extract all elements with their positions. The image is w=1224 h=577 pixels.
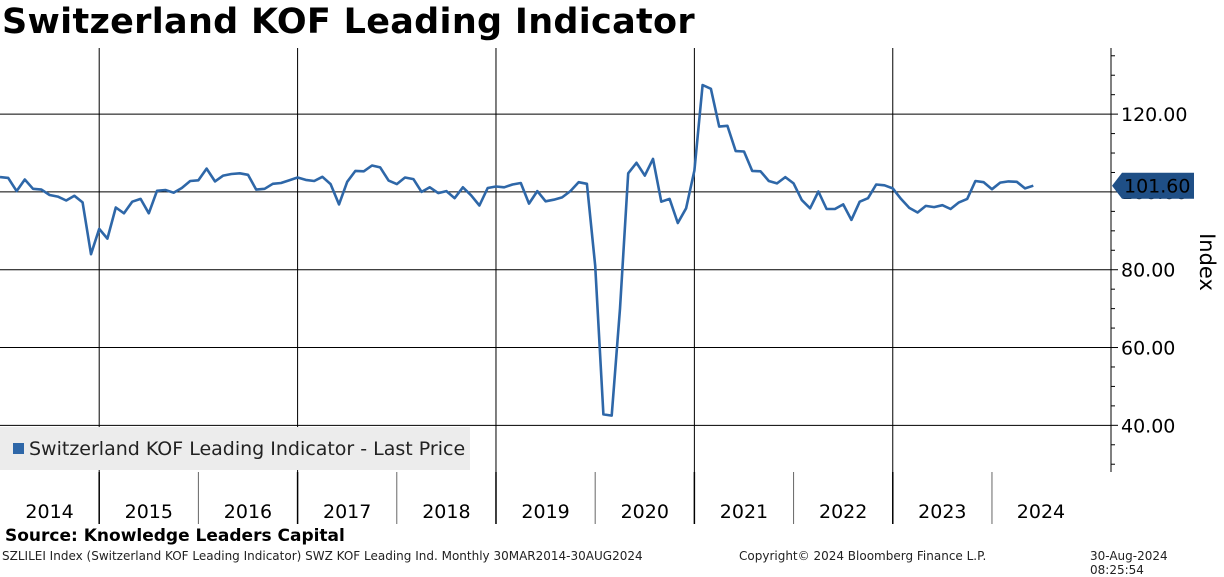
x-tick-label: 2020: [621, 501, 669, 523]
vertical-gridlines: [98, 48, 894, 472]
x-tick-label: 2023: [918, 501, 966, 523]
last-value-badge-bg: [1112, 172, 1194, 199]
x-tick-label: 2014: [25, 501, 73, 523]
y-tick-label: 80.00: [1121, 260, 1175, 282]
x-tick-label: 2022: [819, 501, 867, 523]
y-tick-label: 40.00: [1121, 415, 1175, 437]
x-tick-label: 2016: [224, 501, 272, 523]
horizontal-gridlines: [0, 113, 1111, 426]
last-value-badge: 101.60: [1112, 172, 1194, 199]
footer-description: SZLILEI Index (Switzerland KOF Leading I…: [2, 549, 643, 563]
legend-swatch: [13, 443, 24, 454]
source-note: Source: Knowledge Leaders Capital: [5, 526, 345, 546]
series-line: [0, 83, 1034, 417]
y-tick-label: 60.00: [1121, 338, 1175, 360]
legend: Switzerland KOF Leading Indicator - Last…: [0, 427, 470, 470]
x-tick-label: 2017: [323, 501, 371, 523]
y-tick-label: 120.00: [1121, 104, 1187, 126]
x-tick-label: 2015: [125, 501, 173, 523]
chart-title: Switzerland KOF Leading Indicator: [2, 2, 695, 42]
last-value-text: 101.60: [1124, 176, 1190, 198]
x-tick-label: 2018: [422, 501, 470, 523]
legend-label: Switzerland KOF Leading Indicator - Last…: [29, 437, 466, 460]
x-axis: 2014 2015 2016 2017 2018 2019 2020 2021 2022 2023…: [25, 472, 1065, 524]
x-tick-label: 2019: [521, 501, 569, 523]
footer-timestamp: 30-Aug-2024 08:25:54: [1090, 549, 1168, 577]
y-axis-label: Index: [1195, 233, 1219, 291]
x-tick-label: 2024: [1017, 501, 1065, 523]
footer-copyright: Copyright© 2024 Bloomberg Finance L.P.: [739, 549, 987, 563]
x-tick-label: 2021: [720, 501, 768, 523]
